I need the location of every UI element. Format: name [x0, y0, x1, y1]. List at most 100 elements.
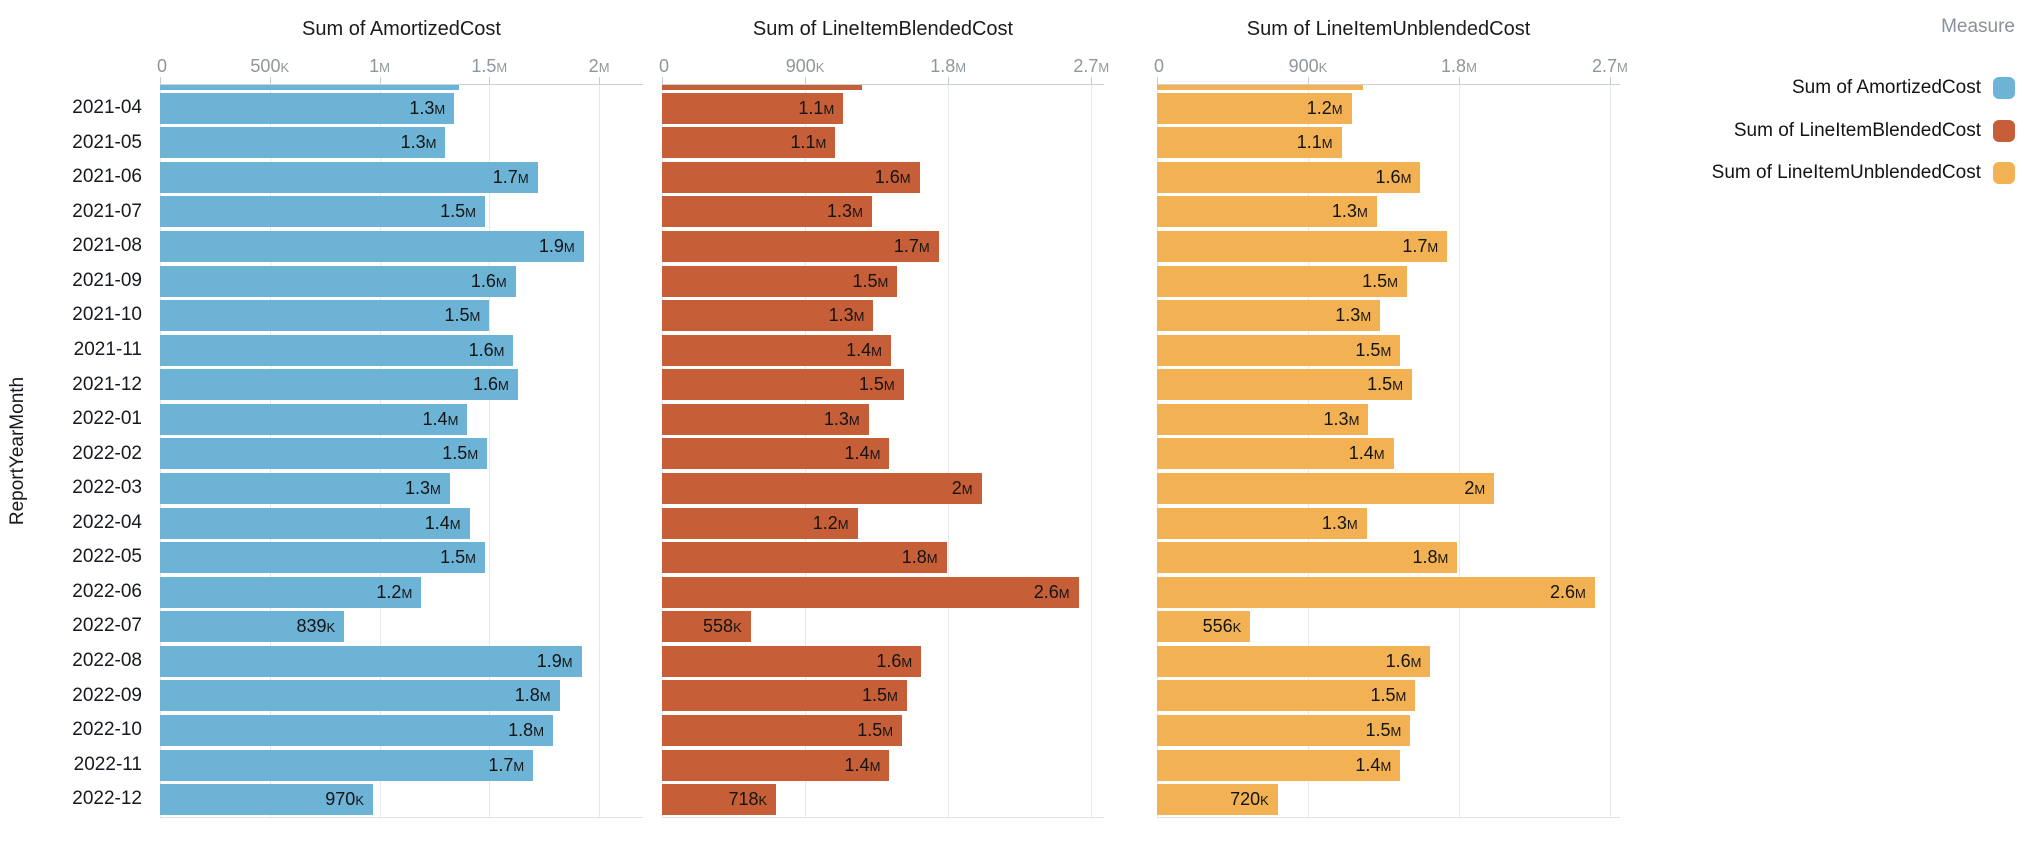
bar[interactable]: 1.5M [1157, 715, 1411, 747]
bar[interactable]: 1.9M [160, 645, 582, 677]
bar-value-label: 1.6M [470, 270, 507, 291]
bar[interactable]: 1.6M [160, 334, 514, 366]
category-label: 2022-04 [72, 511, 142, 533]
bar[interactable]: 1.2M [160, 576, 422, 608]
bar[interactable]: 1.6M [662, 161, 920, 193]
bar[interactable]: 1.5M [160, 542, 485, 574]
bar-value-label: 1.3M [1335, 305, 1372, 326]
bar[interactable]: 718K [662, 784, 777, 816]
bar[interactable]: 2M [662, 473, 982, 505]
bar-value-label: 1.8M [1412, 547, 1449, 568]
bar[interactable]: 1.7M [662, 231, 939, 263]
bar[interactable]: 1.5M [160, 300, 490, 332]
bar[interactable]: 970K [160, 784, 373, 816]
bar-value-label: 1.5M [862, 685, 898, 706]
bar[interactable]: 1.5M [662, 715, 903, 747]
clipped-bar[interactable] [1157, 85, 1364, 90]
gridline [1609, 85, 1611, 817]
bar[interactable]: 1.3M [662, 300, 874, 332]
bar[interactable]: 1.3M [1157, 300, 1381, 332]
bar[interactable]: 1.8M [160, 715, 553, 747]
legend-item[interactable]: Sum of LineItemBlendedCost [1620, 110, 2015, 153]
legend-item[interactable]: Sum of AmortizedCost [1620, 67, 2015, 110]
bar[interactable]: 1.6M [1157, 161, 1421, 193]
category-label: 2022-08 [72, 650, 142, 671]
bar-value-label: 1.4M [424, 512, 461, 533]
bar-value-label: 1.9M [536, 650, 573, 671]
bar[interactable]: 1.3M [1157, 403, 1369, 435]
bar[interactable]: 1.4M [160, 507, 470, 539]
bar[interactable]: 1.1M [662, 92, 844, 124]
bar[interactable]: 1.2M [662, 507, 858, 539]
bar-value-label: 718K [728, 789, 768, 810]
bar[interactable]: 1.3M [662, 403, 869, 435]
bar-value-label: 1.5M [1365, 720, 1402, 741]
bar[interactable]: 1.3M [160, 127, 446, 159]
bar[interactable]: 1.5M [662, 265, 898, 297]
bar[interactable]: 2M [1157, 473, 1495, 505]
bar[interactable]: 1.9M [160, 231, 584, 263]
bar[interactable]: 2.6M [1157, 576, 1595, 608]
bar[interactable]: 720K [1157, 784, 1278, 816]
category-label: 2022-09 [72, 684, 142, 706]
bar[interactable]: 1.6M [160, 265, 516, 297]
bar[interactable]: 1.2M [1157, 92, 1352, 124]
clipped-bar[interactable] [160, 85, 459, 90]
bar[interactable]: 1.6M [662, 645, 922, 677]
bar[interactable]: 1.5M [1157, 680, 1416, 712]
legend-item[interactable]: Sum of LineItemUnblendedCost [1620, 152, 2015, 195]
bar[interactable]: 1.5M [662, 680, 907, 712]
bar[interactable]: 1.7M [160, 161, 538, 193]
bar[interactable]: 1.8M [662, 542, 947, 574]
plot-area: 1.3M 1.3M 1.7M 1.5M 1.9M 1.6M 1.5M 1.6M 1.6M 1.4M… [160, 84, 643, 818]
bar[interactable]: 1.3M [160, 92, 455, 124]
panel-lineitem-blended-cost: Sum of LineItemBlendedCost 0 900K 1.8M 2.7M 1… [659, 0, 1109, 843]
bar[interactable]: 1.4M [1157, 438, 1394, 470]
bar-value-label: 1.3M [827, 201, 863, 222]
plot-area: 1.1M 1.1M 1.6M 1.3M 1.7M 1.5M 1.3M 1.4M 1.5M 1.3M… [662, 84, 1104, 818]
category-label: 2021-08 [72, 235, 142, 257]
clipped-bar[interactable] [662, 85, 863, 90]
bar[interactable]: 1.1M [662, 127, 836, 159]
bar[interactable]: 1.4M [160, 403, 468, 435]
bar[interactable]: 1.5M [1157, 334, 1401, 366]
bar[interactable]: 1.4M [662, 334, 891, 366]
bar-value-label: 1.3M [404, 478, 441, 499]
bar[interactable]: 1.7M [160, 749, 534, 781]
bar[interactable]: 1.5M [160, 438, 488, 470]
bar[interactable]: 839K [160, 611, 345, 643]
bar[interactable]: 1.5M [1157, 369, 1412, 401]
bar-value-label: 1.2M [812, 512, 849, 533]
bar[interactable]: 1.3M [662, 196, 872, 228]
bar[interactable]: 1.5M [662, 369, 904, 401]
category-label: 2021-11 [73, 338, 142, 360]
category-label: 2022-03 [72, 477, 142, 499]
bar[interactable]: 1.4M [1157, 749, 1401, 781]
bar[interactable]: 1.7M [1157, 231, 1448, 263]
bar[interactable]: 1.4M [662, 749, 890, 781]
bar[interactable]: 1.5M [160, 196, 485, 228]
bar[interactable]: 1.3M [160, 473, 450, 505]
category-label: 2022-05 [72, 546, 142, 568]
bar[interactable]: 1.8M [1157, 542, 1458, 574]
bar[interactable]: 1.1M [1157, 127, 1342, 159]
bar[interactable]: 1.5M [1157, 265, 1407, 297]
bar[interactable]: 1.6M [160, 369, 518, 401]
category-label: 2021-05 [72, 131, 142, 153]
category-label: 2021-10 [72, 304, 142, 326]
bar[interactable]: 1.3M [1157, 196, 1377, 228]
bar[interactable]: 556K [1157, 611, 1251, 643]
bar-value-label: 1.7M [488, 754, 525, 775]
x-axis-tick-mark [1609, 77, 1611, 84]
gridline [948, 85, 950, 817]
bar[interactable]: 1.6M [1157, 645, 1431, 677]
bar[interactable]: 1.4M [662, 438, 890, 470]
x-axis-tick-label: 900K [1288, 56, 1328, 76]
bar[interactable]: 1.3M [1157, 507, 1367, 539]
gridline [599, 85, 601, 817]
bar[interactable]: 558K [662, 611, 751, 643]
bar-value-label: 1.5M [1355, 339, 1392, 360]
bar[interactable]: 1.8M [160, 680, 560, 712]
bar[interactable]: 2.6M [662, 576, 1079, 608]
